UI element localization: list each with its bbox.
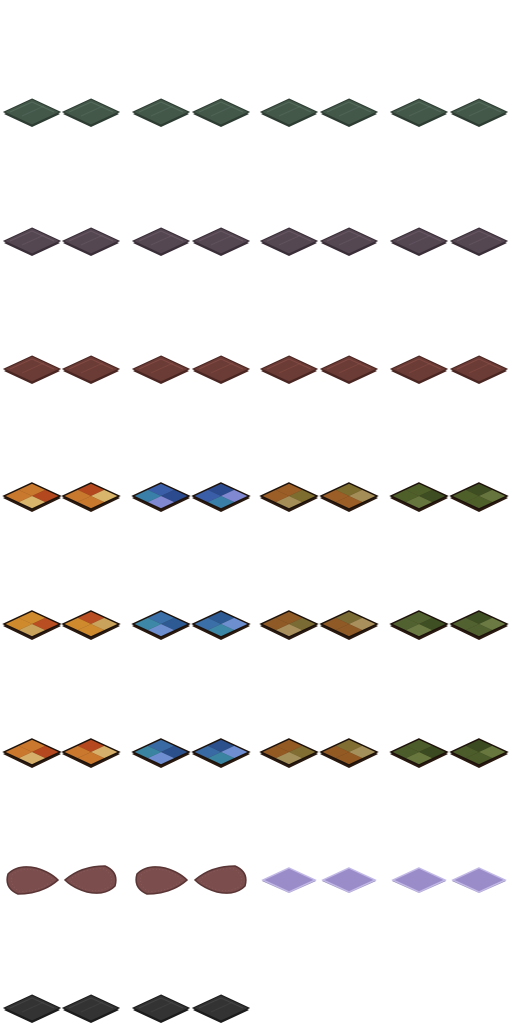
row-patterned-b-blue-tile-1 bbox=[131, 610, 191, 640]
row-patterned-c-brown-olive-tile-2 bbox=[319, 738, 379, 768]
row-patterned-b-green-tile-1 bbox=[389, 610, 449, 640]
row-green-slabs-tile-7 bbox=[389, 98, 449, 127]
row-brown-red-slabs-tile-7 bbox=[389, 355, 449, 384]
mauve-rug-right-2 bbox=[193, 865, 247, 894]
row-green-slabs-tile-4 bbox=[191, 98, 251, 127]
lilac-mat-3 bbox=[391, 867, 447, 893]
row-patterned-b-brown-olive-tile-1 bbox=[259, 610, 319, 640]
row-gray-purple-slabs-tile-4 bbox=[191, 227, 251, 256]
mauve-rug-left-2 bbox=[135, 866, 189, 895]
row-patterned-c-green-tile-2 bbox=[449, 738, 509, 768]
row-patterned-a-orange-sand-tile-2 bbox=[61, 482, 121, 512]
row-patterned-b-orange-sand-tile-1 bbox=[2, 610, 62, 640]
row-brown-red-slabs-tile-6 bbox=[319, 355, 379, 384]
row-gray-purple-slabs-tile-7 bbox=[389, 227, 449, 256]
row-patterned-a-orange-sand-tile-1 bbox=[2, 482, 62, 512]
row-patterned-b-green-tile-2 bbox=[449, 610, 509, 640]
mauve-rug-left bbox=[6, 866, 60, 895]
row-patterned-c-orange-sand-tile-2 bbox=[61, 738, 121, 768]
row-charcoal-slabs-tile-2 bbox=[61, 994, 121, 1023]
row-patterned-a-green-tile-1 bbox=[389, 482, 449, 512]
row-green-slabs-tile-5 bbox=[259, 98, 319, 127]
lilac-mat-4 bbox=[451, 867, 507, 893]
row-brown-red-slabs-tile-8 bbox=[449, 355, 509, 384]
row-green-slabs-tile-6 bbox=[319, 98, 379, 127]
lilac-mat-2 bbox=[321, 867, 377, 893]
row-patterned-a-green-tile-2 bbox=[449, 482, 509, 512]
row-patterned-b-orange-sand-tile-2 bbox=[61, 610, 121, 640]
row-patterned-b-brown-olive-tile-2 bbox=[319, 610, 379, 640]
row-patterned-a-blue-tile-2 bbox=[191, 482, 251, 512]
mauve-rug-right bbox=[63, 865, 117, 894]
row-patterned-a-brown-olive-tile-1 bbox=[259, 482, 319, 512]
row-patterned-a-blue-tile-1 bbox=[131, 482, 191, 512]
row-green-slabs-tile-8 bbox=[449, 98, 509, 127]
lilac-mat-1 bbox=[261, 867, 317, 893]
row-gray-purple-slabs-tile-6 bbox=[319, 227, 379, 256]
row-patterned-c-green-tile-1 bbox=[389, 738, 449, 768]
row-gray-purple-slabs-tile-1 bbox=[2, 227, 62, 256]
row-patterned-c-blue-tile-2 bbox=[191, 738, 251, 768]
row-brown-red-slabs-tile-2 bbox=[61, 355, 121, 384]
row-brown-red-slabs-tile-3 bbox=[131, 355, 191, 384]
row-green-slabs-tile-3 bbox=[131, 98, 191, 127]
row-charcoal-slabs-tile-1 bbox=[2, 994, 62, 1023]
row-gray-purple-slabs-tile-3 bbox=[131, 227, 191, 256]
row-gray-purple-slabs-tile-8 bbox=[449, 227, 509, 256]
row-green-slabs-tile-2 bbox=[61, 98, 121, 127]
row-patterned-b-blue-tile-2 bbox=[191, 610, 251, 640]
row-charcoal-slabs-tile-3 bbox=[131, 994, 191, 1023]
row-brown-red-slabs-tile-5 bbox=[259, 355, 319, 384]
row-brown-red-slabs-tile-1 bbox=[2, 355, 62, 384]
row-patterned-c-blue-tile-1 bbox=[131, 738, 191, 768]
row-patterned-c-brown-olive-tile-1 bbox=[259, 738, 319, 768]
row-brown-red-slabs-tile-4 bbox=[191, 355, 251, 384]
row-gray-purple-slabs-tile-5 bbox=[259, 227, 319, 256]
row-green-slabs-tile-1 bbox=[2, 98, 62, 127]
row-gray-purple-slabs-tile-2 bbox=[61, 227, 121, 256]
row-patterned-a-brown-olive-tile-2 bbox=[319, 482, 379, 512]
row-patterned-c-orange-sand-tile-1 bbox=[2, 738, 62, 768]
row-charcoal-slabs-tile-4 bbox=[191, 994, 251, 1023]
